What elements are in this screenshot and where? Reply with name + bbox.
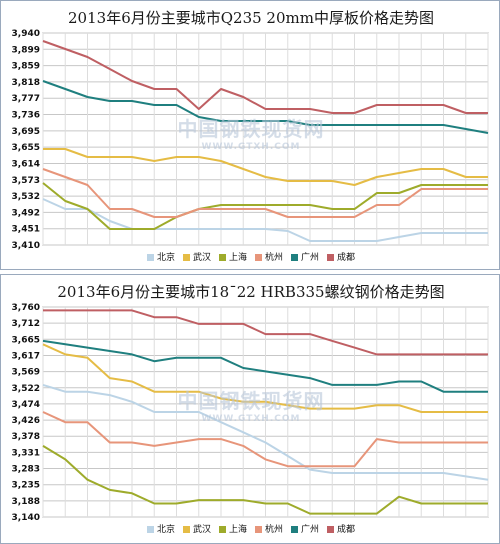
- y-tick-label: 3,818: [12, 78, 40, 88]
- chart-legend: 北京 武汉 上海 杭州 广州 成都: [1, 250, 500, 263]
- y-tick-label: 3,451: [12, 225, 40, 235]
- y-tick-label: 3,474: [12, 400, 40, 410]
- y-tick-label: 3,235: [12, 481, 40, 491]
- legend-swatch: [218, 254, 226, 261]
- y-tick-label: 3,695: [12, 127, 40, 137]
- y-tick-label: 3,655: [12, 143, 40, 153]
- legend-swatch: [291, 254, 299, 261]
- y-tick-label: 3,532: [12, 192, 40, 202]
- chart-legend: 北京 武汉 上海 杭州 广州 成都: [1, 522, 500, 535]
- y-tick-label: 3,859: [12, 62, 40, 72]
- legend-label: 北京: [156, 253, 175, 263]
- y-tick-label: 3,188: [12, 497, 40, 507]
- legend-label: 武汉: [192, 253, 211, 263]
- legend-label: 成都: [337, 253, 356, 263]
- legend-swatch: [327, 526, 335, 533]
- legend-swatch: [146, 526, 154, 533]
- legend-swatch: [327, 254, 335, 261]
- legend-item: 上海: [218, 250, 247, 263]
- y-tick-label: 3,569: [12, 368, 40, 378]
- watermark-url: WWW.GTXH.COM: [201, 414, 301, 424]
- legend-item: 杭州: [255, 250, 283, 263]
- y-tick-label: 3,522: [12, 384, 40, 394]
- chart-panel-plate: 2013年6月份主要城市Q235 20mm中厚板价格走势图 3,940 3,899…: [0, 0, 500, 270]
- watermark-text: 中国钢铁现货网: [177, 389, 325, 413]
- legend-item: 北京: [146, 522, 175, 535]
- legend-label: 上海: [228, 253, 247, 263]
- legend-label: 成都: [337, 525, 356, 535]
- series-line-上海: [42, 182, 488, 230]
- legend-swatch: [146, 254, 154, 261]
- legend-label: 武汉: [192, 525, 211, 535]
- y-tick-label: 3,617: [12, 351, 40, 361]
- legend-label: 广州: [301, 525, 320, 535]
- plate-price-chart: 3,940 3,899 3,859 3,818 3,777 3,736 3,695 3,655…: [12, 29, 489, 251]
- y-tick-label: 3,410: [12, 241, 40, 251]
- series-line-武汉: [42, 343, 488, 413]
- legend-item: 杭州: [255, 522, 283, 535]
- legend-item: 武汉: [182, 250, 211, 263]
- chart-panel-rebar: 2013年6月份主要城市18¯22 HRB335螺纹钢价格走势图 3,760 3,…: [0, 274, 500, 544]
- y-tick-label: 3,899: [12, 45, 40, 55]
- legend-label: 北京: [156, 525, 175, 535]
- legend-label: 杭州: [265, 253, 284, 263]
- series-line-武汉: [43, 148, 488, 186]
- y-tick-label: 3,378: [12, 432, 40, 442]
- y-tick-label: 3,736: [12, 111, 40, 121]
- legend-item: 北京: [146, 250, 175, 263]
- y-tick-label: 3,492: [12, 208, 40, 218]
- series-line-杭州: [42, 411, 488, 468]
- y-tick-label: 3,573: [12, 176, 40, 186]
- legend-swatch: [218, 526, 226, 533]
- legend-label: 上海: [228, 525, 247, 535]
- legend-label: 广州: [301, 253, 320, 263]
- y-tick-label: 3,614: [12, 159, 40, 169]
- watermark-logo: 中国钢铁现货网 WWW.GTXH.COM: [151, 385, 351, 424]
- legend-swatch: [255, 254, 262, 261]
- chart-title: 2013年6月份主要城市18¯22 HRB335螺纹钢价格走势图: [57, 283, 445, 301]
- legend-item: 广州: [291, 522, 319, 535]
- series-line-成都: [42, 40, 488, 114]
- y-tick-label: 3,331: [12, 448, 40, 458]
- y-tick-label: 3,665: [12, 335, 40, 345]
- series-line-成都: [43, 309, 488, 356]
- legend-swatch: [255, 526, 262, 533]
- legend-swatch: [182, 526, 190, 533]
- y-tick-label: 3,760: [12, 303, 40, 313]
- legend-item: 成都: [327, 522, 355, 535]
- watermark-logo: 中国钢铁现货网 WWW.GTXH.COM: [151, 113, 351, 152]
- watermark-text: 中国钢铁现货网: [177, 117, 325, 141]
- legend-swatch: [291, 526, 299, 533]
- y-tick-label: 3,712: [12, 319, 40, 329]
- legend-item: 上海: [218, 522, 247, 535]
- rebar-price-chart: 3,760 3,712 3,665 3,617 3,569 3,522 3,474 3,426…: [12, 303, 489, 523]
- y-tick-label: 3,426: [12, 416, 40, 426]
- legend-item: 成都: [327, 250, 355, 263]
- watermark-url: WWW.GTXH.COM: [201, 142, 301, 152]
- chart-title: 2013年6月份主要城市Q235 20mm中厚板价格走势图: [68, 9, 434, 27]
- series-line-上海: [42, 445, 488, 515]
- series-line-广州: [42, 80, 489, 134]
- legend-item: 广州: [291, 250, 319, 263]
- y-tick-label: 3,140: [12, 513, 40, 523]
- legend-swatch: [182, 254, 190, 261]
- y-tick-label: 3,940: [12, 29, 40, 39]
- series-line-杭州: [42, 168, 488, 218]
- series-line-北京: [42, 198, 488, 242]
- y-tick-label: 3,283: [12, 465, 40, 475]
- series-line-广州: [42, 339, 488, 393]
- legend-item: 武汉: [182, 522, 211, 535]
- series-line-北京: [42, 383, 489, 481]
- y-tick-label: 3,777: [12, 94, 40, 104]
- legend-label: 杭州: [265, 525, 284, 535]
